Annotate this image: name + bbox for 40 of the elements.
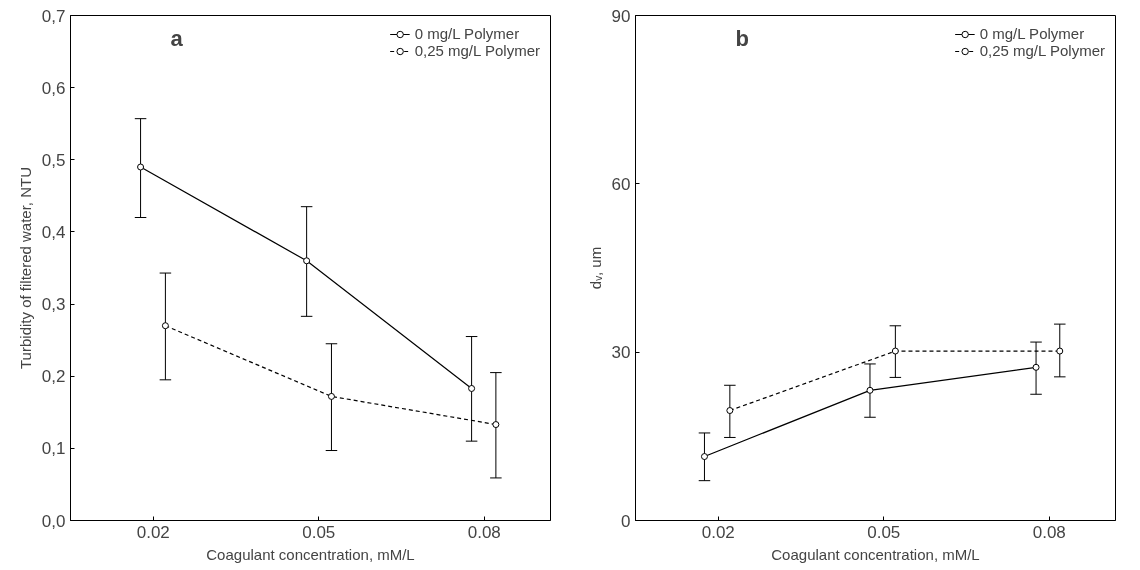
point xyxy=(303,257,311,265)
point xyxy=(866,386,874,394)
y-tick-label: 0,6 xyxy=(41,78,66,98)
legend-label: 0 mg/L Polymer xyxy=(414,25,520,42)
x-tick-label: 0.02 xyxy=(701,522,735,542)
point xyxy=(700,453,708,461)
x-tick-label: 0.08 xyxy=(1032,522,1066,542)
y-axis-title: dᵥ, um xyxy=(586,246,604,290)
x-axis-title: Coagulant concentration, mM/L xyxy=(206,545,415,563)
point xyxy=(726,407,734,415)
x-axis-title: Coagulant concentration, mM/L xyxy=(771,545,980,563)
y-tick-label: 90 xyxy=(611,6,631,26)
x-tick-label: 0.08 xyxy=(467,522,501,542)
y-tick-label: 0,5 xyxy=(41,150,66,170)
y-tick-label: 0,1 xyxy=(41,439,66,459)
x-tick-label: 0.02 xyxy=(136,522,170,542)
point xyxy=(468,384,476,392)
x-tick-label: 0.05 xyxy=(867,522,901,542)
point xyxy=(161,322,169,330)
point xyxy=(891,347,899,355)
y-tick-label: 0,7 xyxy=(41,6,66,26)
legend-label: 0 mg/L Polymer xyxy=(979,25,1085,42)
y-tick-label: 0,0 xyxy=(41,511,66,531)
y-axis-title: Turbidity of filtered water, NTU xyxy=(16,166,34,369)
y-tick-label: 0,2 xyxy=(41,367,66,387)
annotation: a xyxy=(170,25,184,51)
point xyxy=(327,392,335,400)
legend-label: 0,25 mg/L Polymer xyxy=(414,42,540,59)
point xyxy=(492,421,500,429)
x-tick-label: 0.05 xyxy=(302,522,336,542)
y-tick-label: 60 xyxy=(611,174,631,194)
y-tick-label: 0,3 xyxy=(41,295,66,315)
point xyxy=(137,163,145,171)
y-tick-label: 30 xyxy=(611,343,631,363)
point xyxy=(1032,363,1040,371)
y-tick-label: 0 xyxy=(621,511,631,531)
y-tick-label: 0,4 xyxy=(41,222,66,242)
point xyxy=(1056,347,1064,355)
legend-label: 0,25 mg/L Polymer xyxy=(979,42,1105,59)
annotation: b xyxy=(735,25,749,51)
